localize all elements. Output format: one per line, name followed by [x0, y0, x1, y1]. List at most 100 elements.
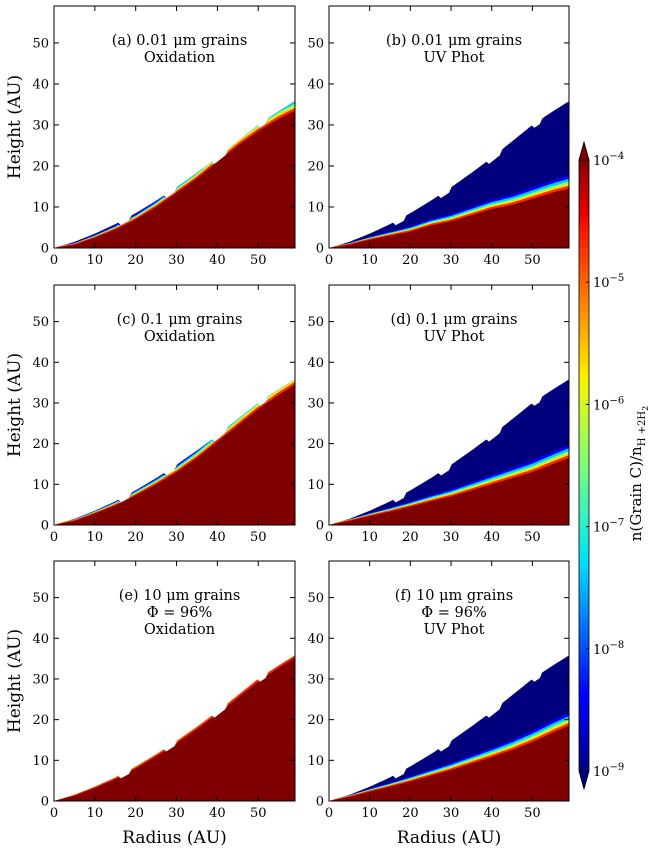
y-tick-label: 30 [32, 672, 49, 687]
y-tick-label: 50 [32, 36, 49, 51]
y-tick-label: 50 [307, 315, 324, 330]
y-tick-label: 20 [307, 437, 324, 452]
colorbar-tick-label: 10−9 [593, 762, 624, 780]
y-tick-label: 30 [307, 672, 324, 687]
y-axis-label: Height (AU) [5, 75, 25, 179]
y-tick-label: 50 [307, 36, 324, 51]
x-tick-label: 20 [127, 806, 144, 821]
y-tick-label: 40 [307, 77, 324, 92]
y-tick-label: 10 [32, 754, 49, 769]
x-tick-label: 0 [325, 530, 333, 545]
panel-annotation: (f) 10 μm grains [395, 588, 513, 604]
x-tick-label: 0 [325, 253, 333, 268]
x-tick-label: 40 [483, 530, 500, 545]
y-axis-label: Height (AU) [5, 629, 25, 733]
x-tick-label: 0 [50, 806, 58, 821]
panel-annotation: UV Phot [424, 329, 485, 345]
x-tick-label: 30 [168, 530, 185, 545]
colorbar-extend-low [578, 770, 590, 791]
x-tick-label: 30 [443, 530, 460, 545]
y-tick-label: 40 [32, 632, 49, 647]
y-tick-label: 40 [307, 356, 324, 371]
x-tick-label: 0 [325, 806, 333, 821]
colorbar-tick-label: 10−5 [593, 273, 624, 291]
x-tick-label: 10 [87, 530, 104, 545]
y-tick-label: 20 [32, 159, 49, 174]
y-tick-label: 40 [32, 356, 49, 371]
y-tick-label: 10 [32, 478, 49, 493]
y-tick-label: 0 [41, 795, 49, 810]
panel-annotation: Oxidation [144, 329, 215, 345]
y-tick-label: 10 [307, 478, 324, 493]
x-tick-label: 10 [361, 530, 378, 545]
y-tick-label: 50 [32, 315, 49, 330]
x-tick-label: 30 [443, 806, 460, 821]
high-abundance-region [54, 657, 295, 801]
y-tick-label: 30 [32, 118, 49, 133]
y-tick-label: 10 [307, 754, 324, 769]
y-tick-label: 30 [307, 396, 324, 411]
y-tick-label: 0 [41, 242, 49, 257]
y-tick-label: 10 [307, 200, 324, 215]
panel-annotation: (e) 10 μm grains [119, 588, 241, 604]
y-tick-label: 20 [32, 713, 49, 728]
y-tick-label: 50 [32, 591, 49, 606]
x-axis-label: Radius (AU) [122, 828, 227, 848]
panel-annotation: Φ = 96% [421, 605, 486, 621]
x-tick-label: 20 [402, 806, 419, 821]
y-tick-label: 20 [307, 713, 324, 728]
x-tick-label: 30 [443, 253, 460, 268]
axes-frame [53, 5, 296, 249]
colorbar-tick-label: 10−7 [593, 518, 624, 536]
y-tick-label: 30 [307, 118, 324, 133]
y-tick-label: 40 [307, 632, 324, 647]
high-abundance-region [329, 457, 569, 525]
panel-annotation: (d) 0.1 μm grains [391, 312, 518, 328]
high-abundance-region [329, 725, 569, 801]
x-tick-label: 10 [87, 806, 104, 821]
x-tick-label: 0 [50, 253, 58, 268]
panel-annotation: Oxidation [144, 622, 215, 638]
x-tick-label: 30 [168, 253, 185, 268]
x-tick-label: 10 [87, 253, 104, 268]
axes-frame [328, 5, 570, 249]
x-tick-label: 40 [209, 530, 226, 545]
panel-b: 0 10 20 30 40 50 0 10 20 30 40 50 (b) 0.01 μm grains… [307, 5, 570, 268]
panel-annotation: Oxidation [144, 50, 215, 66]
y-tick-label: 10 [32, 200, 49, 215]
panel-annotation: (b) 0.01 μm grains [386, 33, 522, 49]
y-tick-label: 40 [32, 77, 49, 92]
axes-frame [53, 560, 296, 802]
x-tick-label: 20 [127, 253, 144, 268]
panel-e: 0 10 20 30 40 50 0 10 20 30 40 50 (e) 10 μm grainsΦ … [5, 560, 296, 848]
y-tick-label: 20 [32, 437, 49, 452]
panel-annotation: (a) 0.01 μm grains [112, 33, 248, 49]
colorbar-extend-high [578, 140, 590, 161]
x-axis-label: Radius (AU) [397, 828, 502, 848]
y-tick-label: 0 [316, 242, 324, 257]
x-tick-label: 20 [127, 530, 144, 545]
x-tick-label: 50 [524, 253, 541, 268]
y-axis-label: Height (AU) [5, 353, 25, 457]
axes-frame [53, 284, 296, 526]
y-tick-label: 30 [32, 396, 49, 411]
panel-f: 0 10 20 30 40 50 0 10 20 30 40 50 (f) 10 μm grainsΦ … [307, 560, 570, 848]
y-tick-label: 0 [316, 519, 324, 534]
x-tick-label: 50 [524, 530, 541, 545]
high-abundance-region [54, 110, 295, 248]
y-tick-label: 50 [307, 591, 324, 606]
x-tick-label: 30 [168, 806, 185, 821]
panel-annotation: UV Phot [424, 50, 485, 66]
x-tick-label: 50 [250, 253, 267, 268]
colorbar-tick-label: 10−6 [593, 395, 624, 413]
panel-annotation: (c) 0.1 μm grains [117, 312, 243, 328]
panel-c: 0 10 20 30 40 50 0 10 20 30 40 50 (c) 0.1 μm grainsO… [5, 284, 296, 545]
y-tick-label: 0 [41, 519, 49, 534]
x-tick-label: 40 [209, 806, 226, 821]
x-tick-label: 10 [361, 806, 378, 821]
colorbar-tick-label: 10−4 [593, 151, 624, 169]
y-tick-label: 20 [307, 159, 324, 174]
colorbar-gradient [578, 159, 590, 772]
panel-d: 0 10 20 30 40 50 0 10 20 30 40 50 (d) 0.1 μm grainsU… [307, 284, 570, 545]
